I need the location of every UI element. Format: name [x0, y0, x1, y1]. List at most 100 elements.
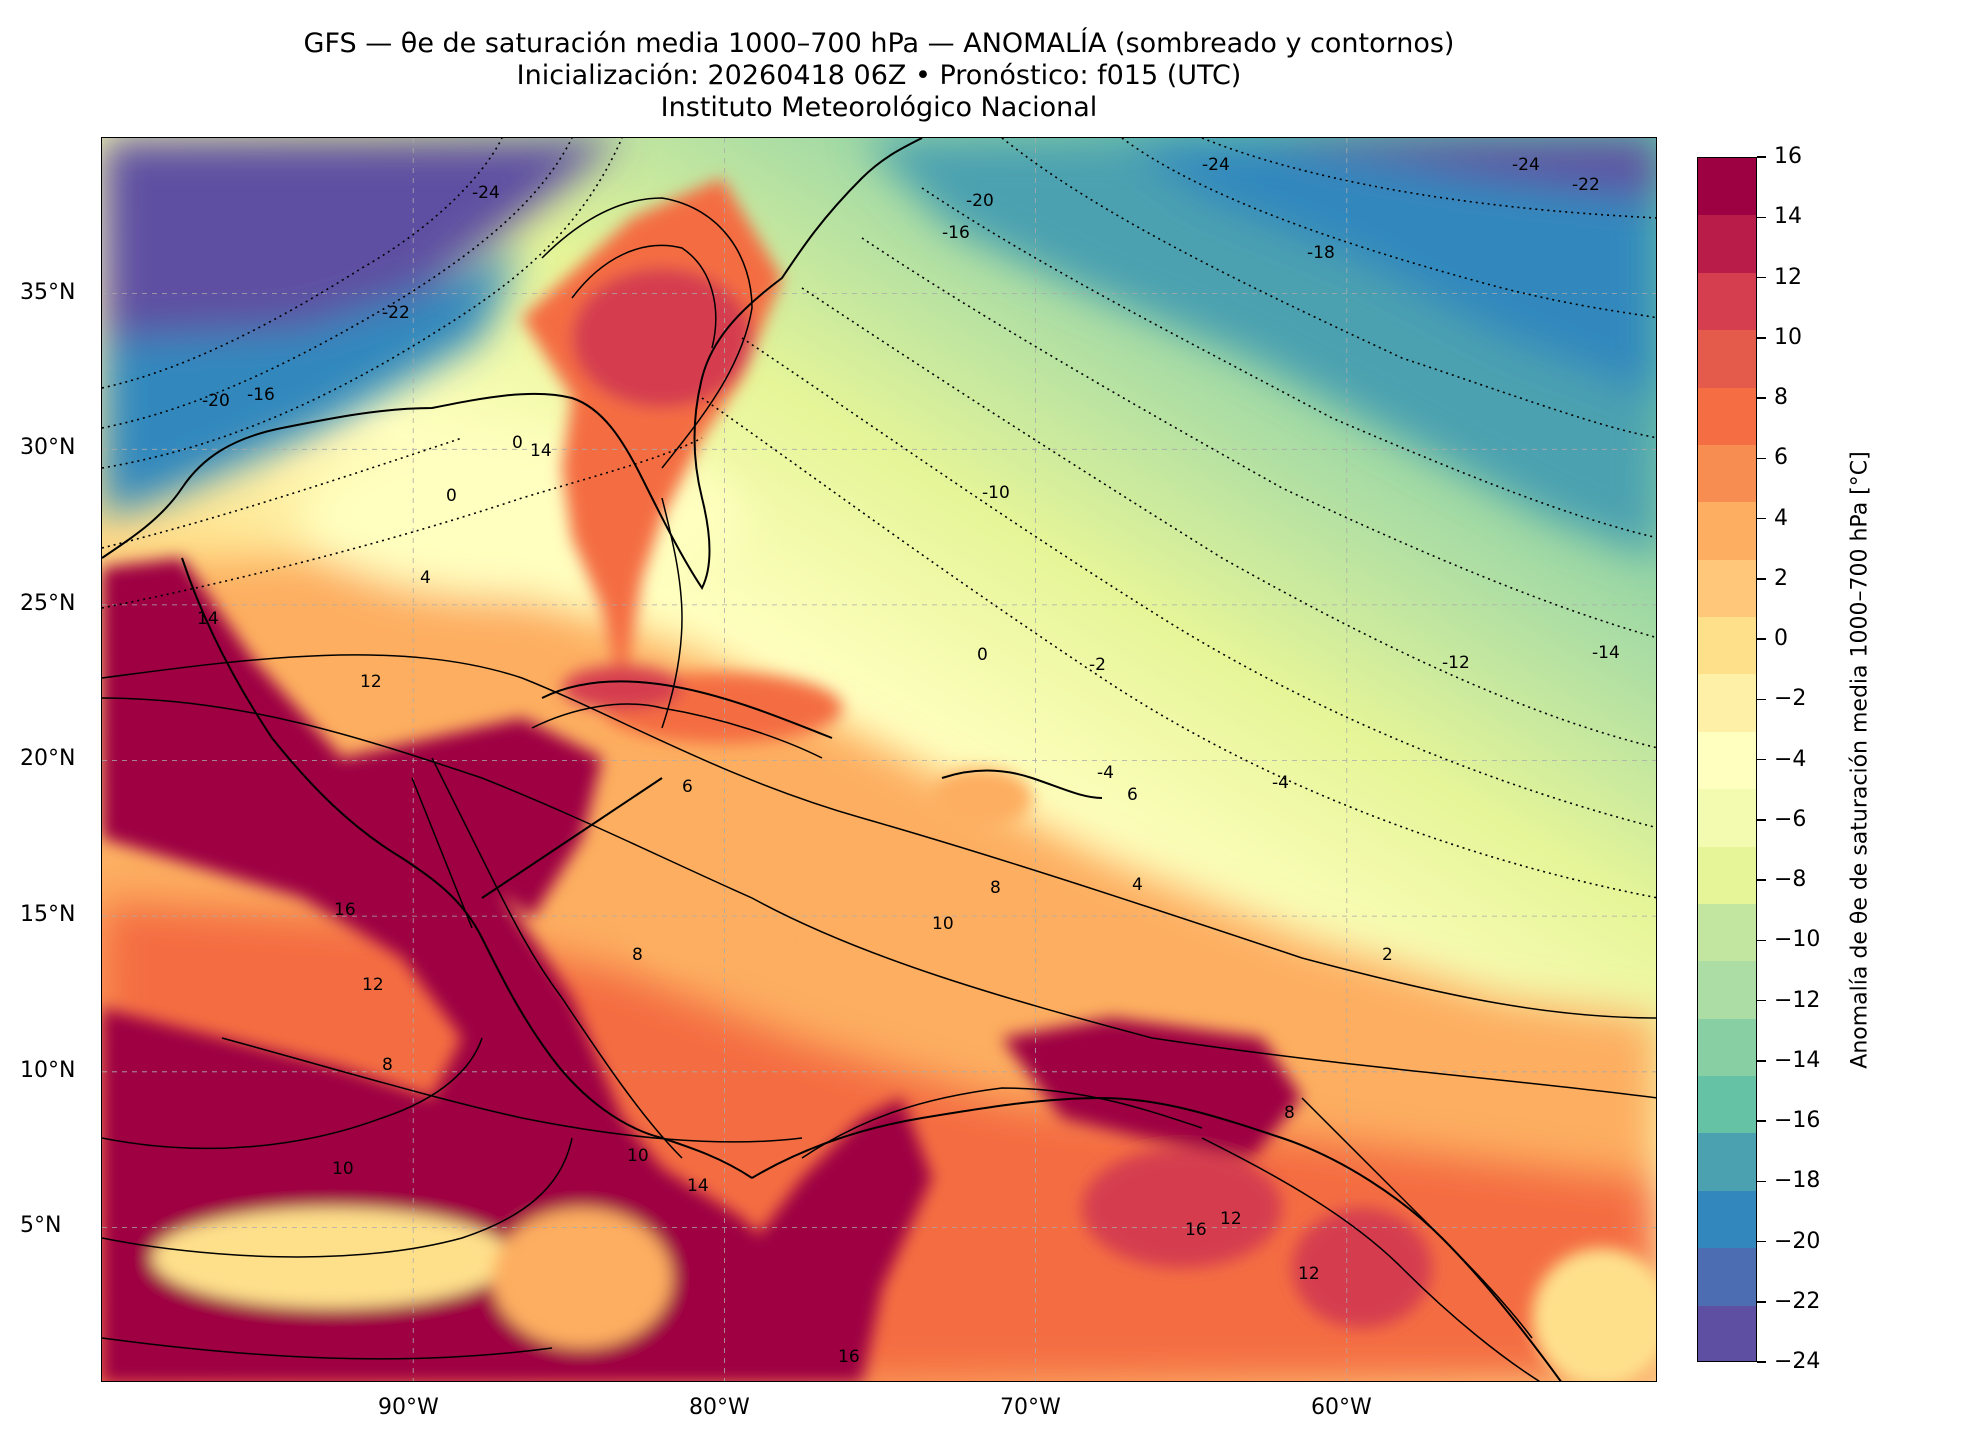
- colorbar-segment: [1698, 903, 1756, 963]
- contour-label: 2: [1382, 945, 1393, 965]
- colorbar-segment: [1698, 330, 1756, 389]
- colorbar-tick-label: −22: [1774, 1288, 1821, 1314]
- colorbar-segment: [1698, 387, 1756, 446]
- colorbar-tick: [1757, 1361, 1766, 1363]
- colorbar-segment: [1698, 559, 1756, 619]
- colorbar-segment: [1698, 1133, 1756, 1192]
- contour-label: 16: [334, 900, 356, 920]
- colorbar-tick: [1757, 1301, 1766, 1303]
- colorbar-tick: [1757, 879, 1766, 881]
- colorbar-tick: [1757, 397, 1766, 399]
- contour-label: -24: [1202, 155, 1230, 175]
- contour-label: 4: [420, 568, 431, 588]
- colorbar-tick: [1757, 939, 1766, 941]
- figure-title: GFS — θe de saturación media 1000–700 hP…: [101, 28, 1657, 124]
- lat-tick-label: 30°N: [20, 435, 76, 460]
- colorbar-tick-label: 0: [1774, 626, 1788, 651]
- contour-label: -12: [1442, 653, 1470, 673]
- colorbar-tick: [1757, 698, 1766, 700]
- colorbar-segment: [1698, 215, 1756, 274]
- colorbar-tick: [1757, 578, 1766, 580]
- contour-label: -14: [1592, 643, 1620, 663]
- colorbar-tick-label: −10: [1774, 927, 1821, 953]
- colorbar-segment: [1698, 1190, 1756, 1250]
- contour-label: -24: [472, 183, 500, 203]
- title-main: GFS — θe de saturación media 1000–700 hP…: [303, 28, 1455, 59]
- colorbar-tick-label: −6: [1774, 806, 1807, 832]
- contour-label: -18: [1307, 243, 1335, 263]
- colorbar-segment: [1698, 158, 1756, 217]
- contour-label: 12: [360, 672, 382, 692]
- title-institution: Instituto Meteorológico Nacional: [660, 92, 1098, 123]
- colorbar-tick-label: −12: [1774, 987, 1821, 1013]
- contour-label: 0: [512, 433, 523, 453]
- colorbar-segment: [1698, 846, 1756, 905]
- contour-labels: -24 -24 -24 -22 -22 -20 -20 -18 -16 -16 …: [197, 155, 1620, 1367]
- contour-label: 8: [632, 945, 643, 965]
- map-panel: -24 -24 -24 -22 -22 -20 -20 -18 -16 -16 …: [101, 137, 1657, 1382]
- anomaly-map: -24 -24 -24 -22 -22 -20 -20 -18 -16 -16 …: [102, 138, 1656, 1381]
- contour-label: -16: [247, 385, 275, 405]
- colorbar-tick-label: 14: [1774, 204, 1802, 230]
- contour-label: 6: [1127, 785, 1138, 805]
- colorbar-segment: [1698, 674, 1756, 733]
- lat-tick-label: 15°N: [20, 902, 76, 927]
- colorbar-tick: [1757, 1180, 1766, 1182]
- colorbar-tick: [1757, 337, 1766, 339]
- contour-label: 10: [627, 1146, 649, 1166]
- colorbar-tick-label: 4: [1774, 505, 1788, 531]
- contour-label: 8: [990, 878, 1001, 898]
- contour-label: 16: [1185, 1220, 1207, 1240]
- colorbar-tick-label: −4: [1774, 746, 1807, 772]
- lon-tick-label: 90°W: [378, 1395, 439, 1420]
- colorbar-tick: [1757, 457, 1766, 459]
- colorbar-tick-label: −8: [1774, 867, 1807, 892]
- colorbar-tick-label: 8: [1774, 385, 1788, 410]
- contour-label: 0: [977, 645, 988, 665]
- contour-label: 12: [1220, 1209, 1242, 1229]
- colorbar-tick: [1757, 999, 1766, 1002]
- contour-label: 14: [687, 1176, 709, 1196]
- colorbar-segment: [1698, 789, 1756, 848]
- contour-label: 12: [362, 975, 384, 995]
- colorbar-segment: [1698, 617, 1756, 676]
- contour-label: -2: [1089, 655, 1106, 675]
- lon-tick-label: 70°W: [1000, 1395, 1061, 1420]
- colorbar-tick-label: −16: [1774, 1108, 1821, 1133]
- colorbar-tick: [1757, 1240, 1766, 1243]
- colorbar-tick-label: −24: [1774, 1349, 1821, 1374]
- colorbar-tick: [1757, 276, 1766, 279]
- colorbar-tick-label: 10: [1774, 324, 1802, 350]
- gridlines: [102, 138, 1656, 1381]
- contour-label: -24: [1512, 155, 1540, 175]
- contours-positive: [102, 197, 1656, 1381]
- colorbar-segment: [1698, 444, 1756, 504]
- colorbar-tick-label: −2: [1774, 686, 1807, 712]
- contour-label: 4: [1132, 875, 1143, 895]
- contour-label: -22: [1572, 175, 1600, 195]
- lat-tick-label: 10°N: [20, 1058, 76, 1083]
- colorbar: [1697, 157, 1757, 1362]
- contour-label: 8: [1284, 1103, 1295, 1123]
- contour-label: -4: [1097, 763, 1114, 783]
- contours-negative: [102, 138, 1656, 899]
- contour-label: 16: [838, 1347, 860, 1367]
- colorbar-tick: [1757, 638, 1766, 640]
- title-init-forecast: Inicialización: 20260418 06Z • Pronóstic…: [516, 60, 1242, 91]
- colorbar-tick-label: 2: [1774, 565, 1788, 591]
- contour-label: 6: [682, 777, 693, 797]
- lon-tick-label: 60°W: [1311, 1395, 1372, 1420]
- contour-label: -16: [942, 223, 970, 243]
- colorbar-tick-label: −20: [1774, 1228, 1821, 1254]
- colorbar-tick-label: −14: [1774, 1047, 1821, 1073]
- contour-label: 14: [197, 609, 219, 629]
- lat-tick-label: 25°N: [20, 591, 76, 616]
- colorbar-tick-label: 6: [1774, 445, 1788, 471]
- contour-label: 14: [530, 441, 552, 461]
- hot-zones: [102, 178, 1656, 1381]
- lon-tick-label: 80°W: [689, 1395, 750, 1420]
- colorbar-tick: [1757, 758, 1766, 761]
- lat-tick-label: 35°N: [20, 280, 76, 305]
- colorbar-tick-label: −18: [1774, 1168, 1821, 1194]
- contour-label: -10: [982, 483, 1010, 503]
